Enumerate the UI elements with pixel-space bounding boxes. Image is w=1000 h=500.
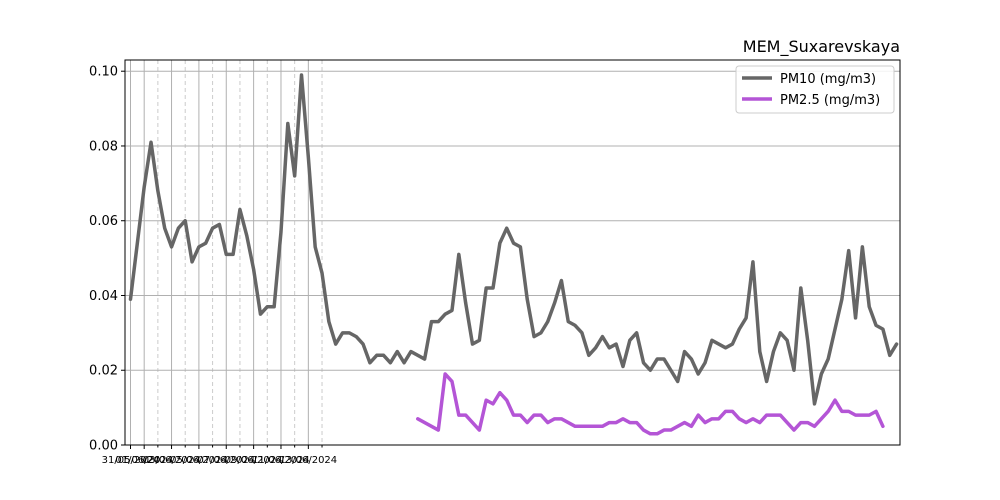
y-tick-label: 0.02: [89, 364, 118, 379]
legend-box: [735, 65, 895, 114]
series-line-pm10: [128, 73, 899, 406]
series-layer: [128, 73, 899, 436]
x-tick-label: 07/06/2024: [197, 455, 255, 466]
x-tick-label: 01/06/2024: [115, 455, 173, 466]
x-tick-label: 09/06/2024: [225, 455, 283, 466]
axis-layer: 31/05/202401/06/202403/06/202405/06/2024…: [89, 65, 337, 466]
y-tick-label: 0.04: [89, 289, 118, 304]
y-tick-label: 0.00: [89, 439, 118, 454]
plot-frame: [124, 59, 901, 446]
legend: PM10 (mg/m3) PM2.5 (mg/m3): [735, 65, 895, 114]
x-tick-label: 03/06/2024: [143, 455, 201, 466]
y-tick-label: 0.08: [89, 139, 118, 154]
grid-layer: [125, 60, 900, 446]
legend-label-pm25: PM2.5 (mg/m3): [780, 93, 880, 108]
chart-title: MEM_Suxarevskaya: [743, 37, 900, 57]
x-tick-label: 31/05/2024: [102, 455, 160, 466]
series-line-pm25: [416, 372, 885, 436]
legend-label-pm10: PM10 (mg/m3): [780, 72, 876, 87]
y-tick-label: 0.10: [89, 65, 118, 80]
x-tick-label: 05/06/2024: [170, 455, 228, 466]
x-tick-label: 11/06/2024: [252, 455, 310, 466]
x-tick-label: 13/06/2024: [280, 455, 338, 466]
y-tick-label: 0.06: [89, 214, 118, 229]
